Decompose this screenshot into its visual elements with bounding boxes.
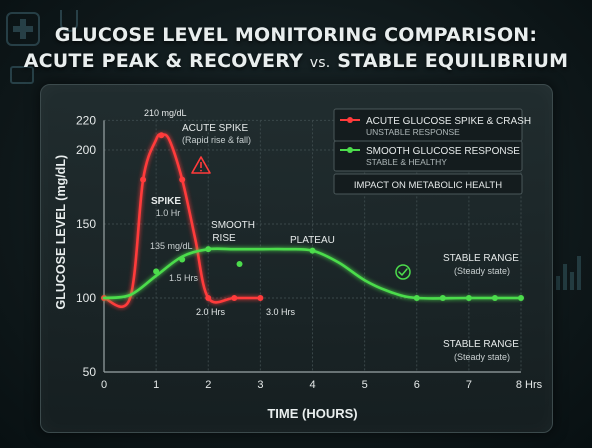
legend-smooth-sub: STABLE & HEALTHY [366,157,447,167]
y-tick-label: 50 [83,365,97,379]
annotation-stable-range-1: STABLE RANGE [443,253,519,264]
check-circle-icon [395,264,411,280]
legend-impact-text: IMPACT ON METABOLIC HEALTH [354,180,502,191]
x-tick-label: 7 [466,379,472,391]
data-point-smooth [309,247,316,254]
y-tick-label: 200 [76,143,96,157]
x-tick-label: 1 [153,379,159,391]
y-tick-label: 220 [76,113,96,127]
annotations: 210 mg/dL ACUTE SPIKE (Rapid rise & fall… [144,108,519,362]
annotation-spike: SPIKE [151,196,181,207]
data-point-smooth [236,260,243,267]
annotation-smooth-time: 1.5 Hrs [169,273,199,283]
legend-smooth-title: SMOOTH GLUCOSE RESPONSE [366,146,520,157]
data-point-spike [257,295,264,301]
series-spike-group [101,132,264,308]
annotation-return-time: 3.0 Hrs [266,307,296,317]
data-point-spike [179,176,186,183]
annotation-spike-time: 1.0 Hr [156,208,181,218]
stethoscope-icon [60,10,78,32]
data-point-smooth [179,256,186,263]
data-point-spike [140,176,147,183]
y-tick-label: 150 [76,217,96,231]
x-tick-label: 4 [309,379,315,391]
annotation-smooth: SMOOTH [211,220,255,231]
annotation-peak-value: 210 mg/dL [144,108,187,118]
series-line-spike [102,133,262,308]
data-point-spike [205,295,212,301]
x-axis-title: TIME (HOURS) [267,406,357,421]
x-tick-label: 8 Hrs [516,379,543,391]
title-part-vs: vs. [309,55,331,71]
bar-graph-icon [556,250,586,290]
chart-legend: ACUTE GLUCOSE SPIKE & CRASH UNSTABLE RES… [333,108,531,195]
y-axis-title: GLUCOSE LEVEL (mg/dL) [54,155,68,310]
legend-spike-title: ACUTE GLUCOSE SPIKE & CRASH [366,116,531,127]
medical-kit-icon [10,66,34,84]
data-point-smooth [205,246,212,253]
title-part-main: ACUTE PEAK & RECOVERY [23,50,303,72]
annotation-steady-state-1: (Steady state) [454,266,510,276]
data-point-spike [158,132,165,139]
annotation-acute-spike: ACUTE SPIKE [182,123,248,134]
legend-marker-smooth [347,147,353,153]
data-point-smooth [465,295,472,301]
series-line-smooth [102,247,523,300]
annotation-steady-state-2: (Steady state) [454,352,510,362]
annotation-acute-spike-sub: (Rapid rise & fall) [182,135,251,145]
medical-cross-icon [6,12,40,46]
x-tick-label: 3 [257,379,263,391]
legend-box-impact [333,173,523,195]
x-tick-label: 0 [101,379,107,391]
x-tick-label: 5 [362,379,368,391]
annotation-stable-range-2: STABLE RANGE [443,339,519,350]
legend-box-smooth [333,140,523,172]
data-point-smooth [439,295,446,301]
data-point-smooth [518,295,524,301]
data-point-smooth [491,295,498,301]
data-point-smooth [413,295,420,301]
warning-icon [191,156,211,174]
legend-spike-sub: UNSTABLE RESPONSE [366,127,460,137]
data-point-smooth [153,268,160,275]
x-tick-label: 6 [414,379,420,391]
chart-title-line2: ACUTE PEAK & RECOVERY vs. STABLE EQUILIB… [0,50,592,72]
title-part-end: STABLE EQUILIBRIUM [337,50,569,72]
series-smooth-group [102,246,524,301]
annotation-smooth-value: 135 mg/dL [150,241,193,251]
y-tick-label: 100 [76,291,96,305]
x-tick-label: 2 [205,379,211,391]
legend-marker-spike [347,117,353,123]
annotation-crash-time: 2.0 Hrs [196,307,226,317]
chart-title-line1: GLUCOSE LEVEL MONITORING COMPARISON: [54,24,538,46]
annotation-plateau: PLATEAU [290,235,335,246]
annotation-rise: RISE [212,233,236,244]
data-point-spike [231,295,238,301]
